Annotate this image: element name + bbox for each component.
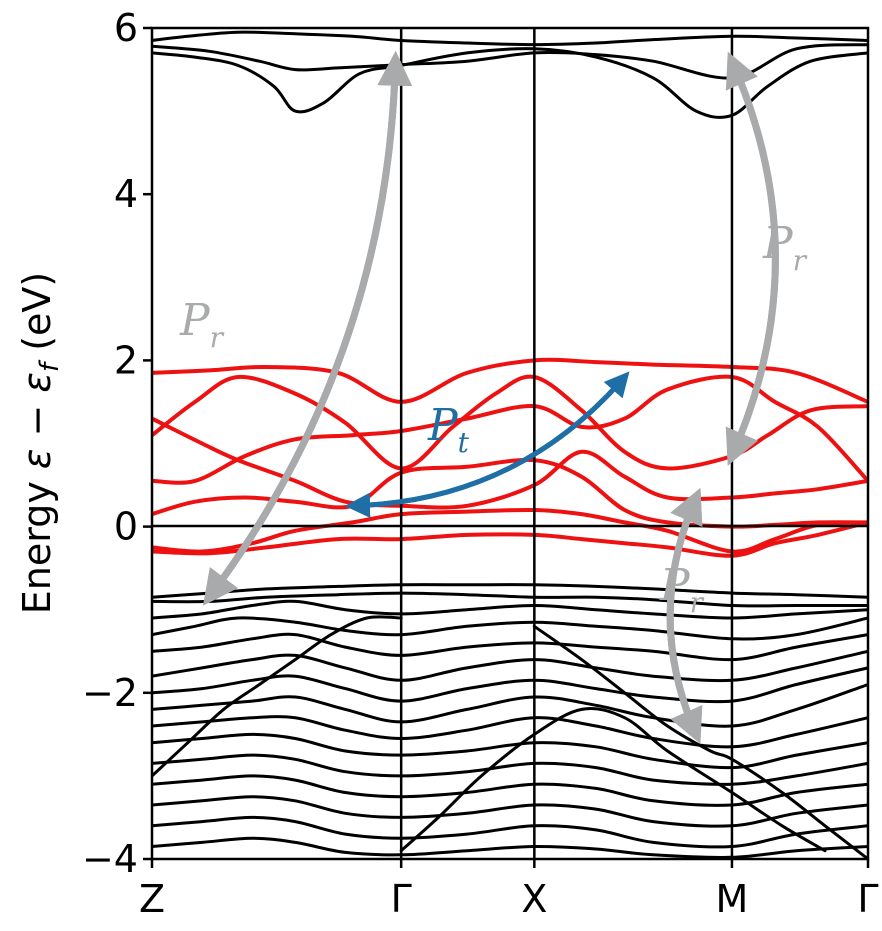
band-line-valence-27 — [399, 707, 827, 853]
band-line-valence-20 — [152, 753, 868, 786]
y-tick-label-1: 4 — [114, 172, 138, 216]
annotation-rotation-0: Pr — [179, 295, 225, 354]
y-tick-label-3: 0 — [114, 505, 138, 549]
band-line-valence-16 — [152, 666, 868, 704]
y-tick-label-2: 2 — [114, 338, 138, 382]
arrow-rotation-1 — [203, 57, 399, 606]
band-line-valence-26 — [532, 624, 868, 859]
y-tick-label-0: 6 — [114, 6, 138, 50]
band-line-valence-18 — [152, 715, 868, 749]
band-line-valence-21 — [152, 774, 868, 807]
band-line-valence-13 — [152, 616, 868, 641]
y-tick-label-4: −2 — [82, 671, 138, 715]
band-line-valence-17 — [152, 683, 868, 728]
band-line-valence-12 — [152, 599, 868, 620]
band-line-valence-22 — [152, 795, 868, 828]
y-axis-label: Energy ε − εf (eV) — [15, 272, 65, 614]
transition-arrows — [203, 50, 779, 745]
band-line-valence-15 — [152, 649, 868, 683]
band-line-valence-24 — [152, 836, 868, 859]
arrow-rotation-7 — [666, 487, 703, 738]
x-tick-label-1: Γ — [391, 877, 412, 921]
arrow-rotation-5 — [725, 57, 779, 466]
y-tick-label-5: −4 — [82, 837, 138, 881]
y-axis-ticks: 6 4 2 0 −2 −4 — [82, 6, 152, 881]
band-line-valence-19 — [152, 732, 868, 770]
band-line-valence-23 — [152, 815, 868, 849]
plot-frame — [150, 26, 870, 861]
band-line-valence-14 — [152, 632, 868, 662]
band-line-correlated-8 — [152, 507, 868, 554]
transition-labels: Pr Pt Pr Pr — [179, 218, 808, 619]
arrow-transfer-3 — [345, 374, 628, 518]
annotation-rotation-2: Pr — [762, 218, 808, 277]
annotation-transfer-1: Pt — [427, 400, 470, 459]
x-tick-label-4: Γ — [857, 877, 878, 921]
band-line-conduction-1 — [152, 47, 868, 119]
annotation-rotation-3: Pr — [659, 560, 705, 619]
band-line-valence-25 — [152, 615, 403, 778]
x-tick-label-2: X — [521, 877, 547, 921]
arrow-rotation-0 — [203, 50, 413, 606]
band-line-conduction-0 — [152, 30, 868, 47]
x-tick-label-3: M — [716, 877, 749, 921]
x-tick-label-0: Z — [139, 877, 165, 921]
